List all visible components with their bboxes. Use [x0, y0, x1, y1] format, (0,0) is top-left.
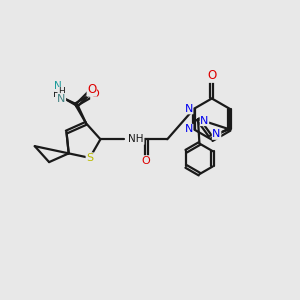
Text: N: N [184, 104, 193, 114]
Text: N: N [212, 129, 221, 139]
Text: N: N [54, 81, 62, 92]
Text: H: H [58, 87, 65, 96]
Text: O: O [91, 89, 100, 99]
Text: N: N [184, 124, 193, 134]
Text: O: O [142, 156, 150, 166]
Text: NH: NH [128, 134, 144, 144]
Text: H: H [53, 89, 60, 99]
Text: O: O [207, 69, 217, 82]
Text: N: N [57, 94, 65, 103]
Text: N: N [200, 116, 208, 126]
Text: O: O [87, 83, 96, 96]
Text: S: S [86, 153, 93, 163]
